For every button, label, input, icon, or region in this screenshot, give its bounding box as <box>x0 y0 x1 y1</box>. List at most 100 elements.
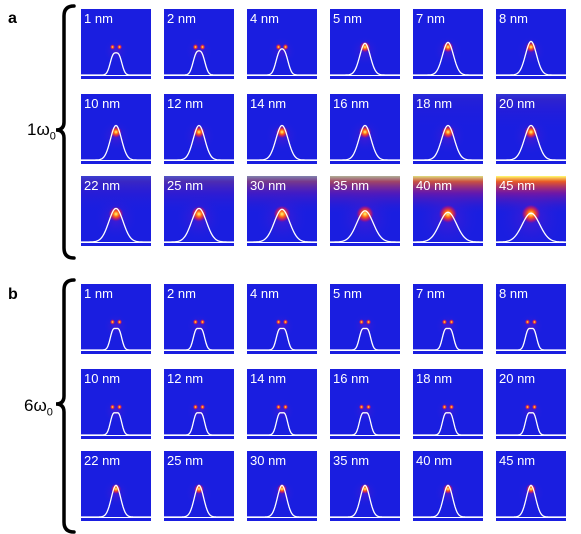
field-tile: 4 nm <box>247 9 317 79</box>
panel-letter-b: b <box>8 286 18 303</box>
tile-label: 16 nm <box>333 96 370 111</box>
tile-label: 40 nm <box>416 178 453 193</box>
field-tile: 18 nm <box>413 369 483 439</box>
tile-label: 7 nm <box>416 11 445 26</box>
field-map <box>164 451 234 521</box>
field-tile: 35 nm <box>330 451 400 521</box>
tile-label: 1 nm <box>84 11 113 26</box>
field-tile: 25 nm <box>164 451 234 521</box>
tile-label: 25 nm <box>167 178 204 193</box>
field-tile: 5 nm <box>330 9 400 79</box>
field-map <box>496 369 566 439</box>
tile-label: 5 nm <box>333 11 362 26</box>
field-map <box>496 451 566 521</box>
field-tile: 4 nm <box>247 284 317 354</box>
field-map <box>496 9 566 79</box>
field-map <box>330 451 400 521</box>
brace-b <box>55 278 76 534</box>
tile-label: 2 nm <box>167 11 196 26</box>
field-tile: 22 nm <box>81 176 151 246</box>
field-tile: 5 nm <box>330 284 400 354</box>
tile-label: 18 nm <box>416 96 453 111</box>
side-label-a-sub: 0 <box>49 130 56 143</box>
tile-label: 20 nm <box>499 96 536 111</box>
field-tile: 40 nm <box>413 451 483 521</box>
field-map <box>81 9 151 79</box>
tile-label: 25 nm <box>167 453 204 468</box>
field-tile: 20 nm <box>496 94 566 164</box>
tile-label: 4 nm <box>250 286 279 301</box>
tile-label: 1 nm <box>84 286 113 301</box>
field-map <box>496 176 566 246</box>
field-map <box>164 284 234 354</box>
tile-label: 14 nm <box>250 371 287 386</box>
field-map <box>81 451 151 521</box>
field-tile: 25 nm <box>164 176 234 246</box>
field-map <box>247 451 317 521</box>
field-map <box>81 176 151 246</box>
field-map <box>81 284 151 354</box>
tile-label: 7 nm <box>416 286 445 301</box>
field-tile: 10 nm <box>81 369 151 439</box>
tile-label: 4 nm <box>250 11 279 26</box>
field-map <box>81 94 151 164</box>
field-map <box>330 369 400 439</box>
field-tile: 16 nm <box>330 369 400 439</box>
field-tile: 20 nm <box>496 369 566 439</box>
field-map <box>164 369 234 439</box>
field-tile: 45 nm <box>496 176 566 246</box>
field-map <box>413 369 483 439</box>
brace-a <box>55 4 76 260</box>
field-map <box>413 94 483 164</box>
tile-label: 40 nm <box>416 453 453 468</box>
field-tile: 7 nm <box>413 9 483 79</box>
field-map <box>247 176 317 246</box>
field-map <box>413 176 483 246</box>
side-label-a: 1ω0 <box>27 120 56 142</box>
tile-label: 45 nm <box>499 453 536 468</box>
tile-label: 8 nm <box>499 11 528 26</box>
field-tile: 16 nm <box>330 94 400 164</box>
field-tile: 7 nm <box>413 284 483 354</box>
side-label-b-main: 6ω <box>24 396 47 415</box>
field-map <box>330 176 400 246</box>
field-map <box>247 9 317 79</box>
field-tile: 12 nm <box>164 369 234 439</box>
field-tile: 12 nm <box>164 94 234 164</box>
field-tile: 30 nm <box>247 451 317 521</box>
side-label-a-main: 1ω <box>27 120 50 139</box>
field-tile: 2 nm <box>164 284 234 354</box>
field-tile: 22 nm <box>81 451 151 521</box>
tile-label: 22 nm <box>84 453 121 468</box>
field-map <box>247 94 317 164</box>
field-map <box>247 369 317 439</box>
tile-label: 45 nm <box>499 178 536 193</box>
side-label-b-sub: 0 <box>46 406 53 419</box>
field-map <box>413 284 483 354</box>
field-tile: 45 nm <box>496 451 566 521</box>
tile-label: 12 nm <box>167 96 204 111</box>
field-tile: 30 nm <box>247 176 317 246</box>
field-tile: 8 nm <box>496 9 566 79</box>
tile-label: 8 nm <box>499 286 528 301</box>
field-tile: 18 nm <box>413 94 483 164</box>
tile-label: 30 nm <box>250 453 287 468</box>
field-tile: 8 nm <box>496 284 566 354</box>
tile-label: 30 nm <box>250 178 287 193</box>
tile-label: 14 nm <box>250 96 287 111</box>
field-map <box>330 9 400 79</box>
field-tile: 40 nm <box>413 176 483 246</box>
field-tile: 14 nm <box>247 94 317 164</box>
tile-label: 18 nm <box>416 371 453 386</box>
field-map <box>81 369 151 439</box>
tile-label: 35 nm <box>333 453 370 468</box>
tile-label: 10 nm <box>84 96 121 111</box>
tile-label: 35 nm <box>333 178 370 193</box>
tile-label: 22 nm <box>84 178 121 193</box>
field-map <box>496 284 566 354</box>
field-map <box>413 451 483 521</box>
field-map <box>164 94 234 164</box>
side-label-b: 6ω0 <box>24 396 53 418</box>
field-tile: 1 nm <box>81 284 151 354</box>
tile-label: 16 nm <box>333 371 370 386</box>
